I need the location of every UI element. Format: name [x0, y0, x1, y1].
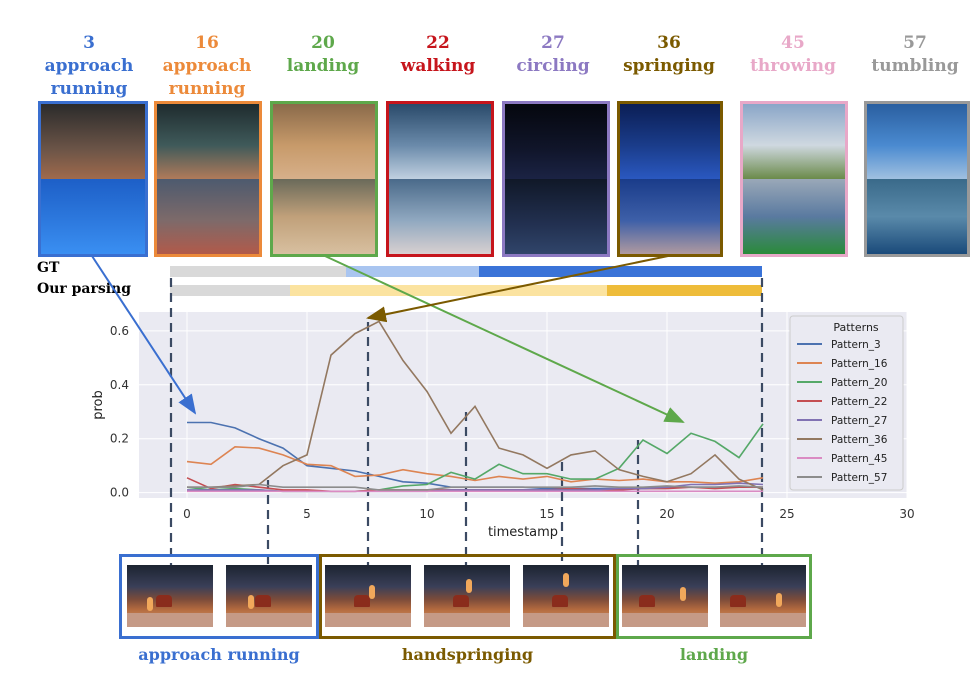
y-tick-label: 0.0: [110, 486, 129, 500]
parsing-segmentation-bar: [170, 285, 762, 296]
gt-segment-approach: [479, 266, 762, 277]
pattern-number: 36: [657, 33, 681, 53]
pattern-header-5: 36 springing: [614, 32, 724, 78]
pattern-number: 27: [541, 33, 565, 53]
series-lines: [186, 320, 764, 493]
legend-title: Patterns: [833, 321, 879, 334]
pattern-name: springing: [623, 56, 715, 76]
gt-segment-other: [170, 266, 346, 277]
y-tick-labels: 0.0 0.2 0.4 0.6: [110, 324, 129, 500]
pattern-number: 22: [426, 33, 450, 53]
series-line-pattern-36: [187, 320, 764, 491]
pattern-number: 57: [903, 33, 927, 53]
pattern-name: approach: [162, 56, 252, 76]
x-tick-label: 0: [183, 507, 191, 521]
grid-lines: [139, 312, 908, 498]
pattern-number: 45: [781, 33, 805, 53]
legend-entry-pattern-20: Pattern_20: [831, 377, 887, 389]
pattern-header-2: 20 landing: [268, 32, 378, 78]
pattern-header-1: 16 approach running: [152, 32, 262, 101]
legend-entry-pattern-16: Pattern_16: [831, 358, 888, 370]
x-tick-label: 25: [779, 507, 794, 521]
series-line-pattern-57: [187, 483, 764, 491]
pattern-name: circling: [516, 56, 590, 76]
legend-entry-pattern-22: Pattern_22: [831, 396, 887, 408]
pattern-header-4: 27 circling: [498, 32, 608, 78]
legend-entry-pattern-57: Pattern_57: [831, 472, 887, 484]
pattern-number: 20: [311, 33, 335, 53]
video-frame-1: [127, 565, 213, 627]
parsing-segment-light: [290, 285, 607, 296]
phase-label-approach-running: approach running: [138, 645, 300, 664]
pattern-22-thumbnail: [386, 101, 494, 257]
pattern-header-0: 3 approach running: [34, 32, 144, 101]
gt-label: GT: [37, 260, 60, 276]
y-axis-label: prob: [91, 390, 106, 420]
video-frame-3: [325, 565, 411, 627]
gt-segment-approach-light: [346, 266, 479, 277]
pattern-name-line2: running: [50, 79, 128, 99]
arrow-pattern-36: [366, 255, 669, 323]
gt-segmentation-bar: [170, 266, 762, 277]
pattern-name: tumbling: [871, 56, 959, 76]
video-frame-4: [424, 565, 510, 627]
x-tick-label: 30: [899, 507, 914, 521]
x-tick-label: 20: [659, 507, 674, 521]
phase-box-approach-running: [119, 554, 319, 639]
arrow-pattern-20: [324, 255, 685, 423]
legend: Patterns Pattern_3 Pattern_16 Pattern_20 Pa…: [789, 315, 904, 491]
legend-entry-pattern-27: Pattern_27: [831, 415, 887, 427]
phase-label-landing: landing: [679, 645, 749, 664]
legend-entry-pattern-3: Pattern_3: [831, 339, 881, 351]
x-axis-label: timestamp: [488, 525, 558, 540]
legend-entry-pattern-45: Pattern_45: [831, 453, 887, 465]
y-tick-label: 0.6: [110, 324, 129, 338]
pattern-name: throwing: [750, 56, 836, 76]
x-tick-label: 5: [303, 507, 311, 521]
pattern-number: 16: [195, 33, 219, 53]
pattern-name: walking: [400, 56, 476, 76]
pattern-number: 3: [83, 33, 95, 53]
pattern-header-6: 45 throwing: [738, 32, 848, 78]
video-frame-7: [720, 565, 806, 627]
pattern-header-3: 22 walking: [383, 32, 493, 78]
video-frame-6: [622, 565, 708, 627]
phase-box-handspringing: [319, 554, 616, 639]
pattern-27-thumbnail: [502, 101, 610, 257]
video-frame-2: [226, 565, 312, 627]
y-tick-label: 0.2: [110, 432, 129, 446]
x-tick-label: 10: [419, 507, 434, 521]
arrow-pattern-3: [91, 255, 197, 415]
phase-label-handspringing: handspringing: [401, 645, 534, 664]
phase-box-landing: [616, 554, 812, 639]
pattern-name: landing: [286, 56, 360, 76]
our-parsing-label: Our parsing: [37, 281, 132, 297]
pattern-16-thumbnail: [154, 101, 262, 257]
pattern-name: approach: [44, 56, 134, 76]
pattern-name-line2: running: [168, 79, 246, 99]
video-frame-5: [523, 565, 609, 627]
legend-entry-pattern-36: Pattern_36: [831, 434, 888, 446]
plot-area: [139, 312, 907, 498]
x-tick-label: 15: [539, 507, 554, 521]
pattern-45-thumbnail: [740, 101, 848, 257]
pattern-header-7: 57 tumbling: [860, 32, 970, 78]
pattern-36-thumbnail: [617, 101, 723, 257]
y-tick-label: 0.4: [110, 378, 129, 392]
pattern-3-thumbnail: [38, 101, 148, 257]
parsing-segment-strong: [607, 285, 762, 296]
pattern-57-thumbnail: [864, 101, 970, 257]
parsing-segment-other: [170, 285, 290, 296]
pattern-20-thumbnail: [270, 101, 378, 257]
x-tick-labels: 0 5 10 15 20 25 30: [183, 507, 914, 521]
